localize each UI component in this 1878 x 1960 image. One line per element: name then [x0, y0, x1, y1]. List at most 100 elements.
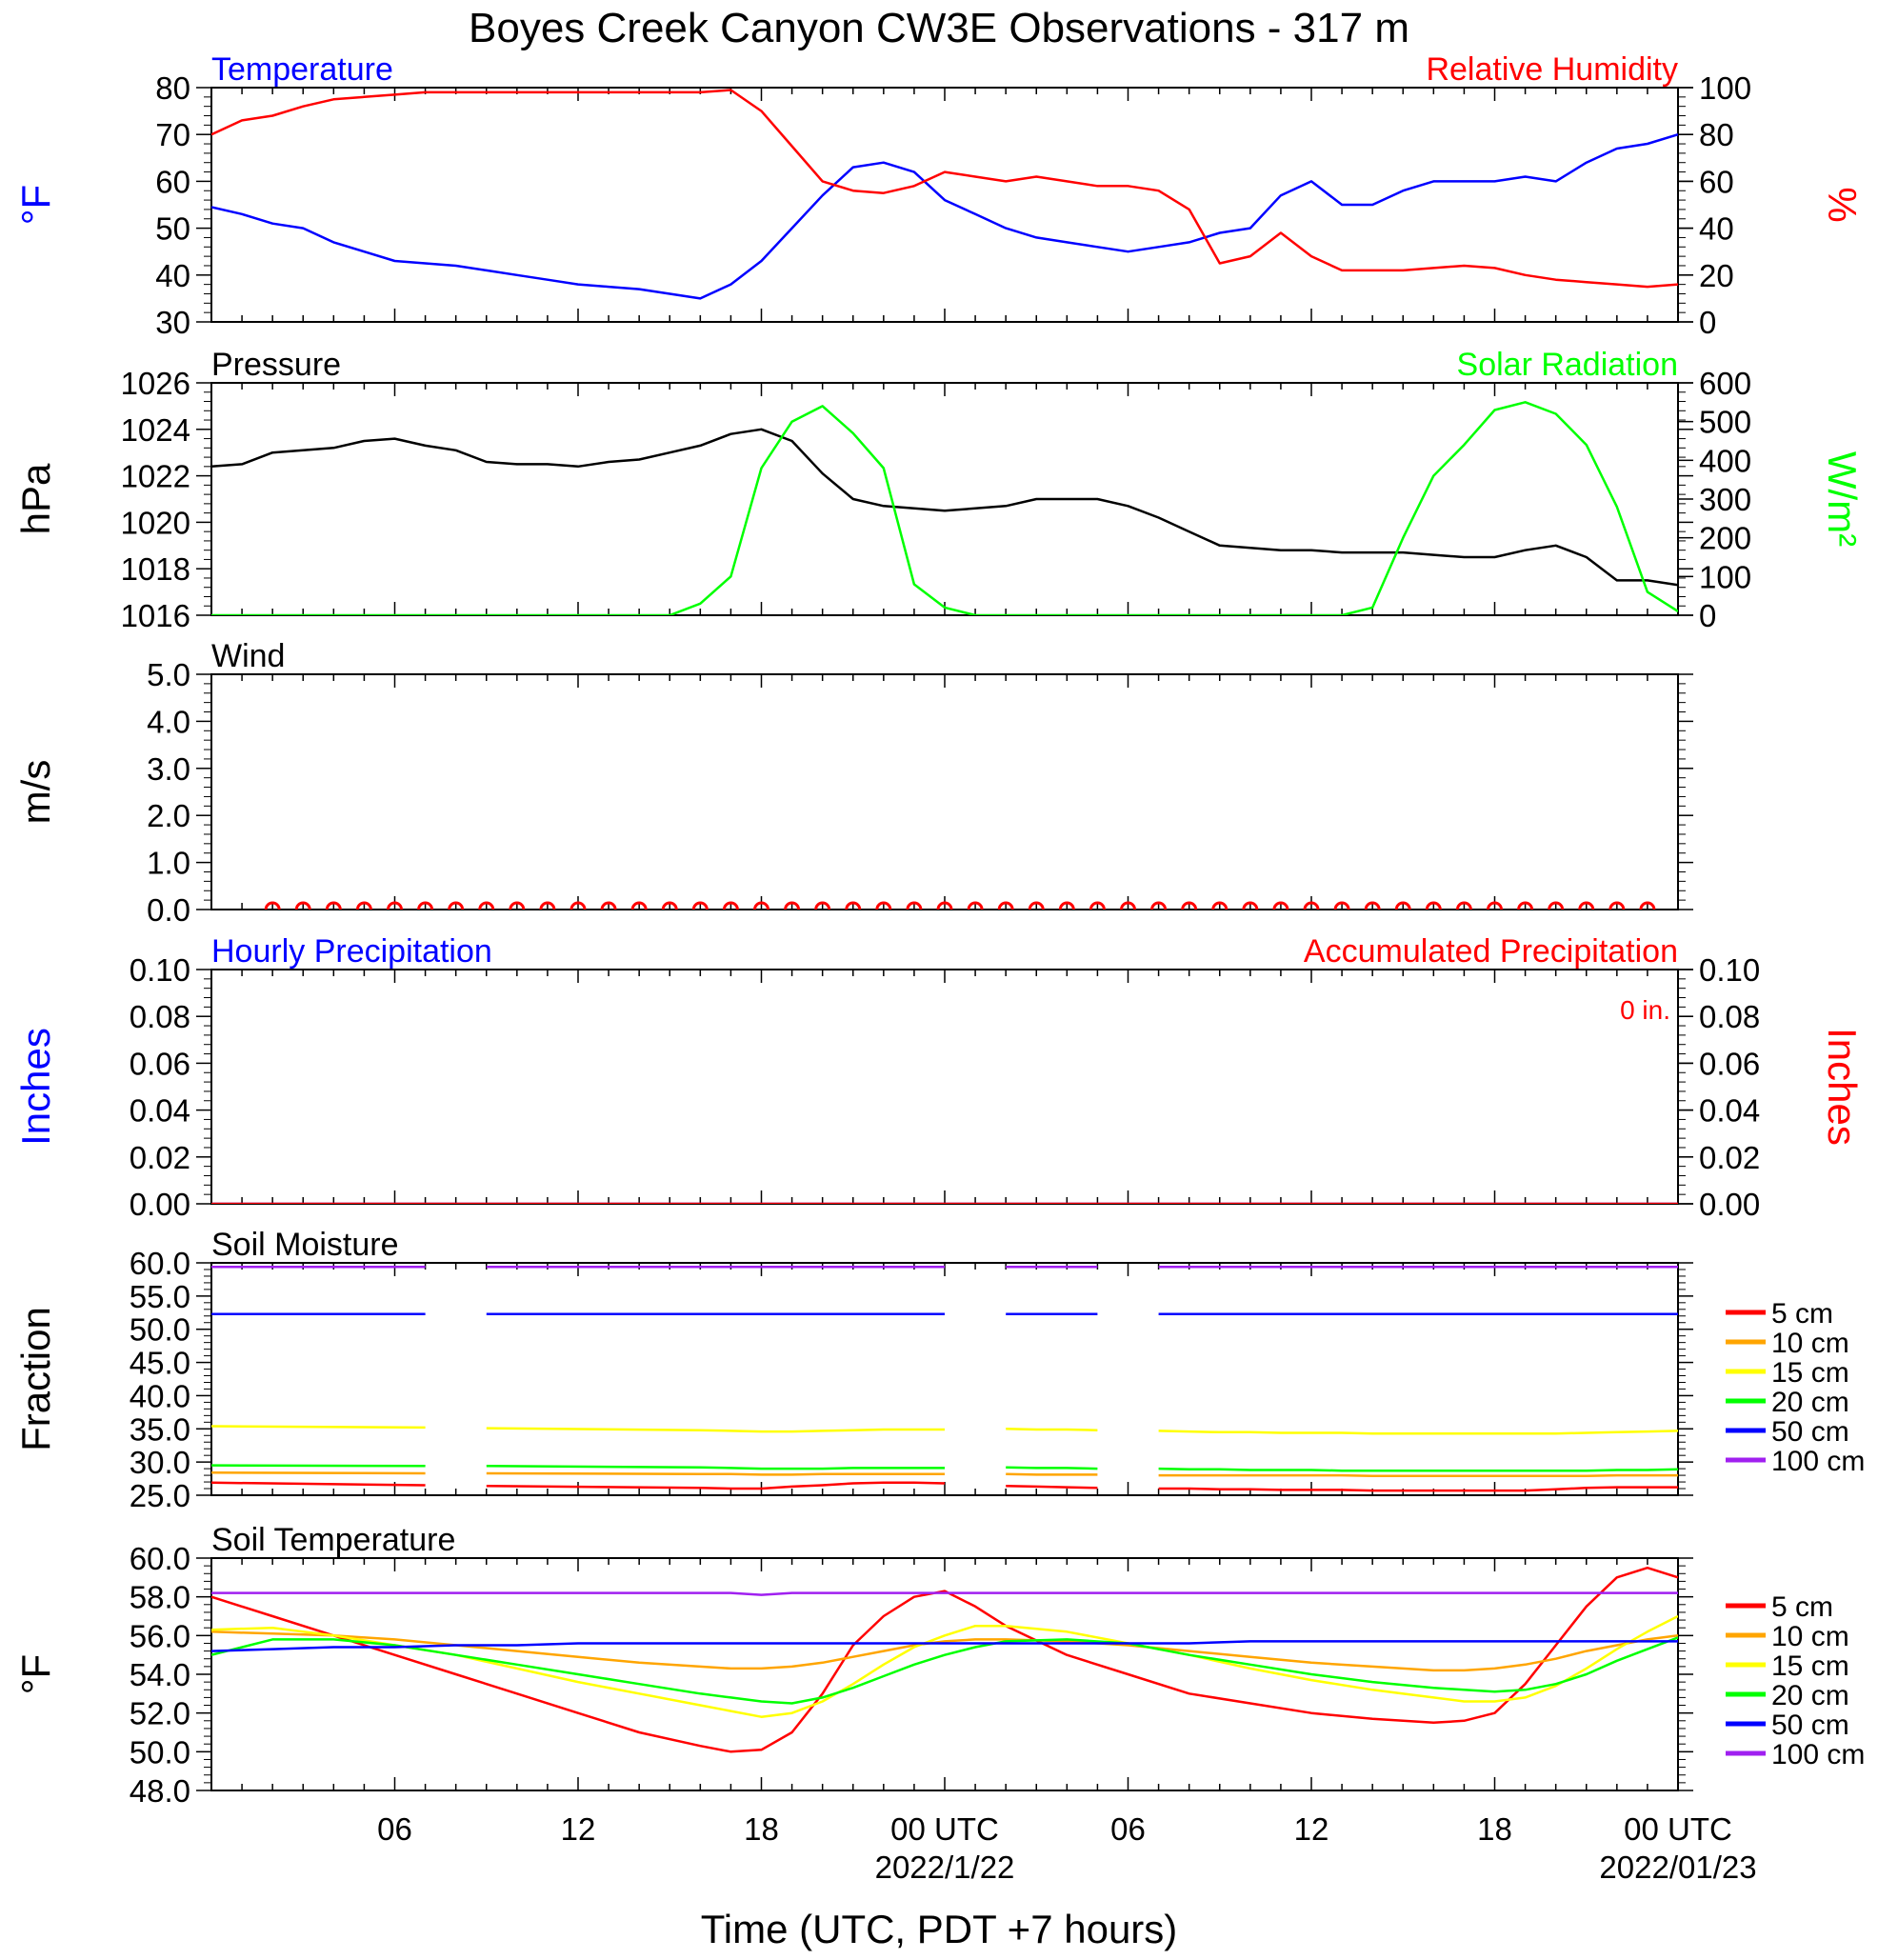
panel-title-right: Accumulated Precipitation	[1304, 933, 1678, 970]
y-tick-label-left: 40	[155, 258, 190, 293]
panel-title-right: Relative Humidity	[1426, 51, 1678, 88]
y-axis-label-right: W/m²	[1820, 451, 1865, 547]
wind-point	[539, 901, 556, 910]
wind-point	[1303, 901, 1320, 910]
wind-point	[294, 901, 311, 910]
y-tick-label-right: 200	[1699, 521, 1751, 556]
plot-frame	[210, 1262, 1679, 1496]
series-line-15-cm	[211, 1614, 1678, 1718]
y-tick-label-right: 0	[1699, 598, 1716, 633]
x-tick-label: 12	[561, 1811, 596, 1847]
wind-point	[1517, 901, 1534, 910]
wind-point	[1364, 901, 1381, 910]
x-tick-label: 18	[744, 1811, 779, 1847]
panel-title-left: Pressure	[211, 347, 341, 383]
y-tick-label-right: 60	[1699, 164, 1734, 199]
plot-frame	[210, 673, 1679, 910]
wind-point	[1120, 901, 1136, 910]
panel-wind: 0.0 1.0 2.0 3.0 4.0 5.0 Wind m/s	[13, 638, 1693, 928]
y-tick-label-left: 55.0	[130, 1279, 190, 1314]
wind-point	[1242, 901, 1259, 910]
series-group	[211, 89, 1678, 300]
y-axis-label-left: m/s	[13, 760, 58, 825]
y-tick-label-right: 0.00	[1699, 1187, 1760, 1222]
x-tick-label: 06	[377, 1811, 412, 1847]
y-tick-label-left: 35.0	[130, 1411, 190, 1447]
panel-title-left: Hourly Precipitation	[211, 933, 492, 970]
y-tick-label-left: 25.0	[130, 1478, 190, 1513]
y-tick-label-left: 2.0	[147, 798, 190, 833]
legend-label: 15 cm	[1771, 1357, 1849, 1389]
panel-temperature-humidity: 30 40 50 60 70 80 0 20 40 60 80 100 Temperature Relat…	[13, 51, 1865, 340]
y-axis-label-left: Fraction	[13, 1307, 58, 1451]
wind-point	[906, 901, 923, 910]
wind-point	[1608, 901, 1626, 910]
wind-point	[569, 901, 587, 910]
y-tick-label-left: 58.0	[130, 1580, 190, 1615]
plot-frame	[210, 969, 1679, 1205]
y-tick-label-left: 60.0	[130, 1246, 190, 1281]
y-tick-label-left: 0.0	[147, 892, 190, 928]
x-axis-title: Time (UTC, PDT +7 hours)	[701, 1907, 1178, 1951]
series-group	[264, 901, 1656, 910]
series-line-relative-humidity	[211, 89, 1678, 289]
series-line-10-cm	[211, 1630, 1678, 1672]
series-line-solar-radiation	[211, 401, 1678, 615]
y-tick-label-right: 400	[1699, 443, 1751, 478]
wind-point	[1487, 901, 1503, 910]
panel-soil-moisture: 25.030.035.040.045.050.055.060.0 Soil Moi…	[13, 1227, 1865, 1513]
series-line-pressure	[211, 428, 1678, 587]
x-date-label: 2022/01/23	[1599, 1850, 1756, 1885]
wind-point	[1455, 901, 1472, 910]
wind-point	[387, 901, 403, 910]
wind-point	[264, 901, 281, 910]
y-tick-label-left: 5.0	[147, 657, 190, 692]
y-tick-label-right: 0.08	[1699, 999, 1760, 1034]
wind-point	[355, 901, 372, 910]
panel-soil-temperature: 48.050.052.0 54.0 56.058.0 60.0 Soil Tempera…	[13, 1522, 1865, 1809]
wind-point	[1089, 901, 1106, 910]
plot-frame	[210, 87, 1679, 323]
series-line-50-cm	[211, 1640, 1678, 1652]
y-tick-label-left: 1024	[121, 412, 190, 448]
series-line-5-cm	[211, 1566, 1678, 1753]
x-tick-label: 06	[1110, 1811, 1146, 1847]
y-axis-label-left: °F	[13, 185, 58, 225]
y-tick-label-left: 52.0	[130, 1696, 190, 1731]
legend-label: 5 cm	[1771, 1591, 1833, 1623]
y-axis-label-right: Inches	[1820, 1028, 1865, 1146]
wind-point	[967, 901, 984, 910]
wind-point	[1639, 901, 1656, 910]
wind-point	[478, 901, 495, 910]
wind-point	[1333, 901, 1350, 910]
wind-point	[1150, 901, 1168, 910]
y-tick-label-left: 0.06	[130, 1046, 190, 1081]
y-tick-label-left: 0.02	[130, 1140, 190, 1175]
series-line-10-cm	[211, 1471, 1678, 1478]
y-tick-label-left: 50.0	[130, 1734, 190, 1770]
y-tick-label-left: 1018	[121, 551, 190, 587]
y-tick-label-left: 30	[155, 305, 190, 340]
series-line-temperature	[211, 133, 1678, 300]
wind-point	[753, 901, 769, 910]
y-tick-label-left: 1020	[121, 505, 190, 540]
y-tick-label-left: 80	[155, 70, 190, 106]
legend-label: 50 cm	[1771, 1710, 1849, 1741]
legend-label: 20 cm	[1771, 1387, 1849, 1418]
wind-point	[1058, 901, 1075, 910]
panel-title-left: Temperature	[211, 51, 393, 88]
legend-label: 20 cm	[1771, 1680, 1849, 1711]
wind-point	[448, 901, 465, 910]
y-tick-label-right: 40	[1699, 211, 1734, 247]
wind-point	[784, 901, 801, 910]
y-tick-label-left: 1022	[121, 459, 190, 494]
legend-label: 50 cm	[1771, 1416, 1849, 1448]
y-tick-label-right: 600	[1699, 366, 1751, 401]
y-tick-label-left: 50.0	[130, 1312, 190, 1348]
wind-point	[1211, 901, 1229, 910]
y-tick-label-right: 500	[1699, 405, 1751, 440]
y-tick-label-left: 48.0	[130, 1773, 190, 1809]
wind-point	[875, 901, 892, 910]
legend-label: 5 cm	[1771, 1298, 1833, 1330]
